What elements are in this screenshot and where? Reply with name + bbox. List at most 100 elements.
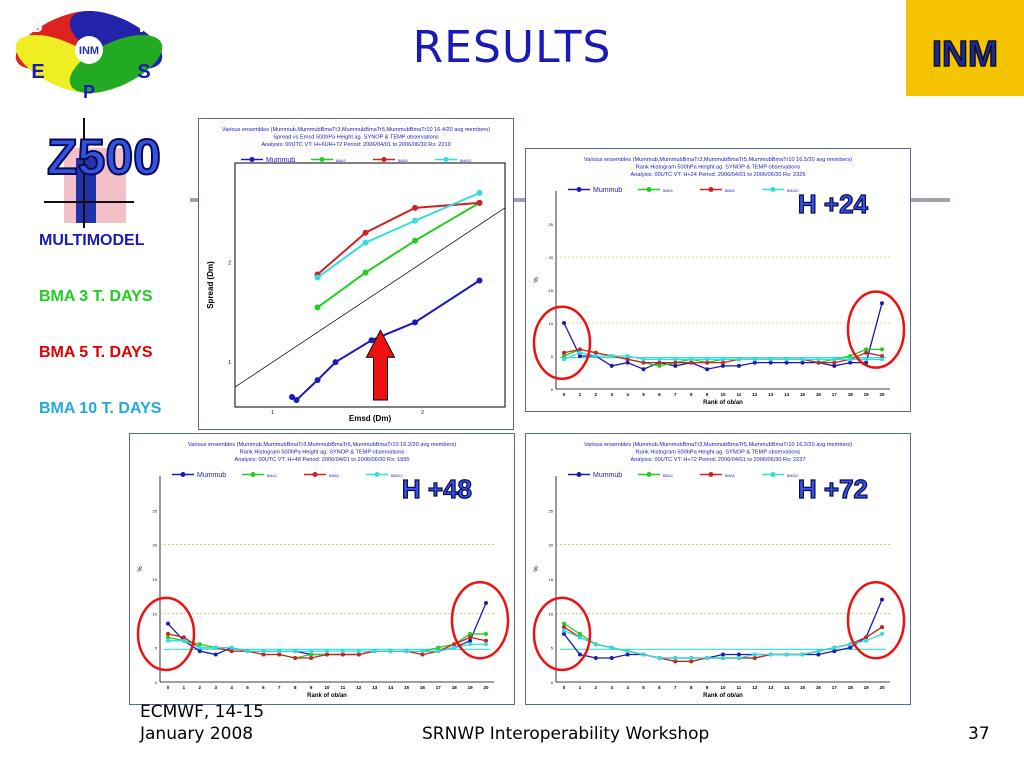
footer-venue: ECMWF, 14-15 [140,702,265,722]
x-tick-label: 4 [230,685,233,690]
data-point-Mummub [705,367,710,372]
data-point-BMA3 [864,347,869,352]
x-tick-label: 17 [832,685,838,690]
y-tick-label: 15 [549,288,554,293]
data-point-BMA3 [309,652,314,657]
x-tick-label: 12 [752,685,758,690]
data-point-BMA3 [197,642,202,647]
page-number: 37 [968,724,990,744]
x-tick-label: 5 [642,685,645,690]
x-tick-label: 9 [310,685,313,690]
data-point-BMA3 [314,304,321,311]
data-point-BMA10 [673,357,678,362]
y-tick-label: 1 [228,360,231,366]
x-tick-label: 4 [626,685,629,690]
chart-title-line: Analysis: 00UTC VT: H+6UH+72 Period: 200… [261,142,450,148]
x-axis-label: Rank of ob/an [703,400,743,406]
data-point-BMA10 [420,649,425,654]
forecast-range-badge: H +72 [798,474,868,504]
data-point-BMA3 [577,631,582,636]
data-point-BMA10 [689,655,694,660]
data-point-Mummub [609,655,614,660]
data-point-BMA10 [752,357,757,362]
data-point-BMA5 [293,655,298,660]
data-point-BMA5 [452,642,457,647]
data-point-Mummub [484,601,488,606]
data-point-BMA10 [309,649,314,654]
data-point-BMA10 [476,189,483,196]
data-point-BMA5 [673,360,678,365]
y-tick-label: 10 [549,611,554,616]
x-tick-label: 10 [720,392,726,397]
y-tick-label: 5 [551,646,554,651]
data-point-BMA10 [484,642,488,647]
legend-label-BMA5: BMA5 [329,474,339,478]
x-tick-label: 20 [879,685,885,690]
chart-title-line: Various ensembles (Mummub,MummubBmaTr3,M… [584,157,852,163]
chart-title-line: Rank Histogram 500hPa Height ag. SYNOP &… [240,450,405,456]
series-line-BMA3 [316,201,481,309]
page-title: RESULTS [412,22,612,73]
data-point-BMA10 [593,354,598,358]
data-point-BMA5 [340,652,345,657]
x-tick-label: 2 [595,685,598,690]
data-point-Mummub [625,360,630,365]
legend-marker-BMA10 [770,472,776,477]
data-point-BMA5 [625,357,630,362]
data-point-BMA10 [800,357,805,362]
legend-label-BMA3: BMA3 [336,159,346,163]
y-tick-label: 20 [549,255,554,260]
logo-green-petal [69,34,163,94]
data-point-BMA10 [705,357,710,362]
x-tick-label: 7 [674,685,677,690]
legend-marker-BMA5 [381,157,387,162]
y-axis-label: Spread (Dm) [206,261,215,309]
data-point-BMA10 [721,655,725,660]
x-tick-label: 0 [563,685,566,690]
data-point-BMA3 [880,347,884,352]
data-point-BMA10 [166,638,170,643]
rank-histogram-h24: Various ensembles (Mummub,MummubBmaTr3,M… [525,148,911,412]
x-tick-label: 7 [674,392,677,397]
data-point-BMA10 [768,357,773,362]
data-point-BMA10 [261,649,266,654]
data-point-BMA10 [736,655,741,660]
data-point-Mummub [314,377,321,384]
x-tick-label: 17 [832,392,838,397]
y-tick-label: 20 [153,543,158,548]
data-point-BMA10 [657,655,662,660]
x-tick-label: 5 [246,685,249,690]
data-point-BMA5 [816,360,821,365]
data-point-Mummub [577,354,582,358]
chart-title-line: Analysis: 00UTC VT: H+48 Period: 2006/04… [235,457,410,463]
plot-frame [234,162,506,408]
data-point-Mummub [784,360,789,365]
legend-label-Mummub: Mummub [593,187,622,194]
x-tick-label: 12 [752,392,758,397]
legend-label-Mummub: Mummub [197,472,226,479]
x-tick-label: 13 [768,685,774,690]
data-point-BMA5 [261,652,266,657]
inm-logo-text: INM [932,33,998,74]
data-point-BMA10 [784,357,789,362]
chart-title-line: Various ensembles (Mummub,MummubBmaTr3,M… [222,127,490,133]
legend-label-Mummub: Mummub [266,157,295,164]
data-point-BMA5 [705,360,710,365]
y-tick-label: 0 [551,387,554,392]
data-point-BMA10 [625,354,630,358]
data-point-BMA10 [436,649,441,654]
chart-title-line: Analysis: 00UTC VT: H+72 Period: 2006/04… [631,457,806,463]
data-point-BMA5 [166,631,170,636]
legend-marker-BMA10 [443,157,449,162]
highlight-circle-low-rank [136,596,196,672]
data-point-Mummub [166,621,170,626]
forecast-range-badge: H +24 [798,189,869,219]
data-point-BMA3 [562,354,566,358]
y-tick-label: 10 [153,611,158,616]
x-tick-label: 14 [784,685,790,690]
data-point-Mummub [721,652,725,657]
data-point-Mummub [562,631,566,636]
legend-bma5: BMA 5 T. DAYS [39,344,153,361]
data-point-BMA10 [816,649,821,654]
data-point-BMA10 [314,274,321,281]
